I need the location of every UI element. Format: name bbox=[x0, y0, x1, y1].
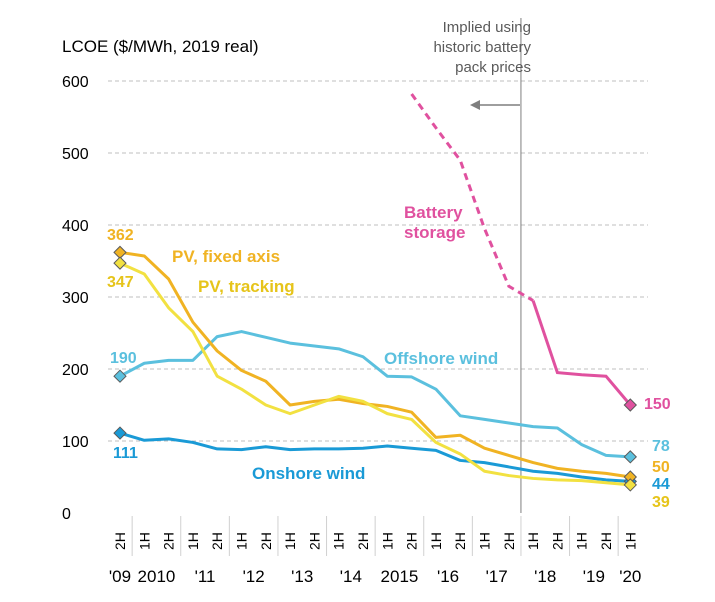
year-label-9: '18 bbox=[534, 567, 556, 586]
y-tick-400: 400 bbox=[62, 218, 89, 235]
end-marker-3 bbox=[623, 478, 638, 492]
series-name-2: PV, fixed axis bbox=[172, 247, 280, 266]
x-tick-15: 1H bbox=[477, 532, 493, 550]
series-name-1: Onshore wind bbox=[252, 464, 365, 483]
series-line-3 bbox=[119, 261, 631, 487]
end-label-4: 150 bbox=[644, 396, 671, 413]
x-tick-9: 1H bbox=[331, 532, 347, 550]
x-tick-20: 2H bbox=[598, 532, 614, 550]
series-line-0 bbox=[119, 330, 631, 459]
series-name-3: PV, tracking bbox=[198, 277, 295, 296]
series-line-1 bbox=[119, 431, 631, 483]
year-label-4: '13 bbox=[291, 567, 313, 586]
end-marker-0 bbox=[623, 450, 638, 464]
y-axis-label: LCOE ($/MWh, 2019 real) bbox=[62, 37, 259, 56]
y-tick-0: 0 bbox=[62, 506, 71, 523]
x-tick-12: 2H bbox=[404, 532, 420, 550]
y-tick-labels: 0 100 200 300 400 500 600 bbox=[62, 74, 89, 523]
annotation-arrow-head bbox=[470, 100, 480, 110]
x-tick-8: 2H bbox=[306, 532, 322, 550]
x-tick-3: 1H bbox=[185, 532, 201, 550]
year-label-5: '14 bbox=[340, 567, 362, 586]
end-marker-4 bbox=[623, 398, 638, 412]
annotation-line-1: Implied using bbox=[443, 19, 531, 36]
x-tick-18: 2H bbox=[549, 532, 565, 550]
year-label-10: '19 bbox=[583, 567, 605, 586]
x-tick-13: 1H bbox=[428, 532, 444, 550]
start-label-3: 347 bbox=[107, 274, 134, 291]
x-tick-10: 2H bbox=[355, 532, 371, 550]
year-labels: '09 2010 '11 '12 '13 '14 2015 '16 '17 '18 '19 '20 bbox=[109, 516, 641, 586]
y-tick-600: 600 bbox=[62, 74, 89, 91]
x-tick-6: 2H bbox=[258, 532, 274, 550]
end-label-3: 39 bbox=[652, 494, 670, 511]
end-label-0: 78 bbox=[652, 438, 670, 455]
x-tick-labels: 2H 1H 2H 1H 2H 1H 2H 1H 2H 1H 2H 1H 2H 1H 2H 1H 2H 1H 2H 1H… bbox=[112, 532, 638, 550]
series-name-4-1: storage bbox=[404, 223, 465, 242]
start-label-0: 190 bbox=[110, 350, 137, 367]
x-tick-19: 1H bbox=[574, 532, 590, 550]
year-label-2: '11 bbox=[195, 567, 216, 586]
series-lines bbox=[119, 93, 632, 487]
annotation-line-2: historic battery bbox=[433, 39, 531, 56]
x-tick-5: 1H bbox=[234, 532, 250, 550]
series-line-2 bbox=[119, 250, 631, 479]
series-labels: Offshore wind 190 78 Onshore wind 111 44 PV, f… bbox=[107, 203, 671, 511]
series-line-dashed-4 bbox=[410, 93, 534, 302]
x-tick-16: 2H bbox=[501, 532, 517, 550]
year-label-3: '12 bbox=[243, 567, 265, 586]
year-label-0: '09 bbox=[109, 567, 131, 586]
year-label-11: '20 bbox=[619, 567, 641, 586]
x-tick-0: 2H bbox=[112, 532, 128, 550]
series-markers bbox=[113, 245, 638, 492]
x-tick-14: 2H bbox=[452, 532, 468, 550]
x-tick-21: 1H bbox=[622, 532, 638, 550]
series-line-4 bbox=[531, 300, 632, 406]
year-label-1: 2010 bbox=[138, 567, 176, 586]
x-tick-4: 2H bbox=[209, 532, 225, 550]
x-tick-11: 1H bbox=[379, 532, 395, 550]
start-marker-1 bbox=[113, 426, 127, 440]
series-name-0: Offshore wind bbox=[384, 349, 498, 368]
y-tick-300: 300 bbox=[62, 290, 89, 307]
y-tick-100: 100 bbox=[62, 434, 89, 451]
start-marker-3 bbox=[113, 256, 127, 270]
year-label-6: 2015 bbox=[381, 567, 419, 586]
x-tick-7: 1H bbox=[282, 532, 298, 550]
x-tick-2: 2H bbox=[161, 532, 177, 550]
start-label-1: 111 bbox=[113, 445, 138, 462]
start-label-2: 362 bbox=[107, 227, 134, 244]
series-name-4-0: Battery bbox=[404, 203, 463, 222]
end-label-1: 44 bbox=[652, 476, 670, 493]
y-tick-200: 200 bbox=[62, 362, 89, 379]
x-tick-17: 1H bbox=[525, 532, 541, 550]
start-marker-0 bbox=[113, 369, 127, 383]
end-label-2: 50 bbox=[652, 459, 670, 476]
year-label-7: '16 bbox=[437, 567, 459, 586]
annotation-line-3: pack prices bbox=[455, 59, 531, 76]
year-label-8: '17 bbox=[486, 567, 508, 586]
x-tick-1: 1H bbox=[136, 532, 152, 550]
y-tick-500: 500 bbox=[62, 146, 89, 163]
annotation: Implied using historic battery pack pric… bbox=[433, 19, 531, 110]
